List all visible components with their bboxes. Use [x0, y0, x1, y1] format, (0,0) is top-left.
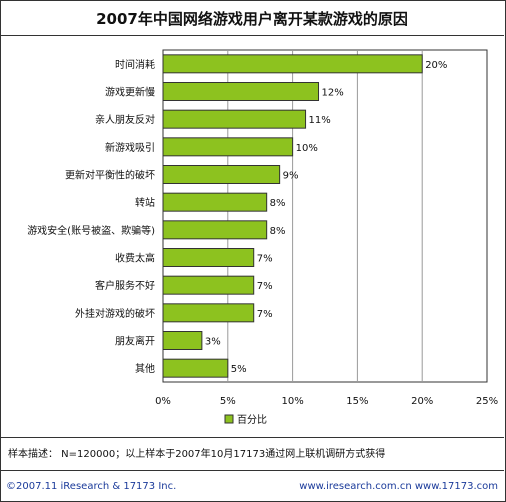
value-label: 7% [257, 254, 273, 265]
value-label: 20% [425, 60, 447, 71]
legend-label: 百分比 [237, 414, 267, 426]
category-label: 游戏安全(账号被盗、欺骗等) [27, 224, 155, 237]
chart-title: 2007年中国网络游戏用户离开某款游戏的原因 [96, 10, 408, 28]
value-label: 10% [296, 143, 318, 154]
bar-chart: 0% 5% 10% 15% 20% 25% 时间消耗 20% 游戏更新慢 12% 亲人朋友反对 11%… [27, 49, 498, 426]
x-tick-label: 5% [220, 396, 236, 407]
value-label: 12% [322, 88, 344, 99]
bar [162, 303, 255, 323]
footnote-divider [0, 437, 504, 438]
category-label: 朋友离开 [115, 335, 155, 348]
value-label: 3% [205, 337, 221, 348]
x-tick-label: 25% [476, 396, 498, 407]
legend-swatch [224, 414, 234, 424]
x-tick-label: 20% [411, 396, 433, 407]
bar [162, 109, 307, 129]
bar [162, 248, 255, 267]
x-tick-label: 0% [155, 396, 171, 407]
category-label: 亲人朋友反对 [95, 113, 155, 126]
value-label: 9% [283, 171, 299, 182]
copyright-text: ©2007.11 iResearch & 17173 Inc. [6, 481, 177, 492]
value-label: 8% [270, 226, 286, 237]
category-label: 时间消耗 [115, 58, 155, 71]
category-label: 游戏更新慢 [105, 86, 155, 99]
value-label: 11% [309, 115, 331, 126]
value-label: 7% [257, 281, 273, 292]
category-label: 转站 [135, 196, 155, 209]
bar [162, 137, 294, 157]
bar [162, 331, 203, 350]
category-label: 客户服务不好 [95, 279, 155, 292]
bar [162, 192, 268, 212]
value-label: 7% [257, 309, 273, 320]
bar [162, 275, 255, 295]
category-label: 新游戏吸引 [105, 141, 155, 154]
footer-divider [0, 470, 504, 471]
plot-area-border [162, 49, 488, 383]
bar [162, 82, 320, 101]
x-tick-label: 15% [346, 396, 368, 407]
x-tick-label: 10% [281, 396, 303, 407]
sample-footnote: 样本描述： N=120000；以上样本于2007年10月17173通过网上联机调… [8, 449, 386, 460]
website-links: www.iresearch.com.cn www.17173.com [299, 481, 498, 492]
bar [162, 165, 281, 184]
bar [162, 54, 423, 74]
category-label: 外挂对游戏的破坏 [75, 307, 155, 320]
category-label: 收费太高 [115, 252, 155, 265]
category-label: 更新对平衡性的破坏 [65, 169, 155, 182]
value-label: 8% [270, 198, 286, 209]
bar [162, 358, 229, 378]
category-label: 其他 [135, 362, 155, 375]
value-label: 5% [231, 364, 247, 375]
bar [162, 220, 268, 240]
title-divider [0, 35, 504, 36]
